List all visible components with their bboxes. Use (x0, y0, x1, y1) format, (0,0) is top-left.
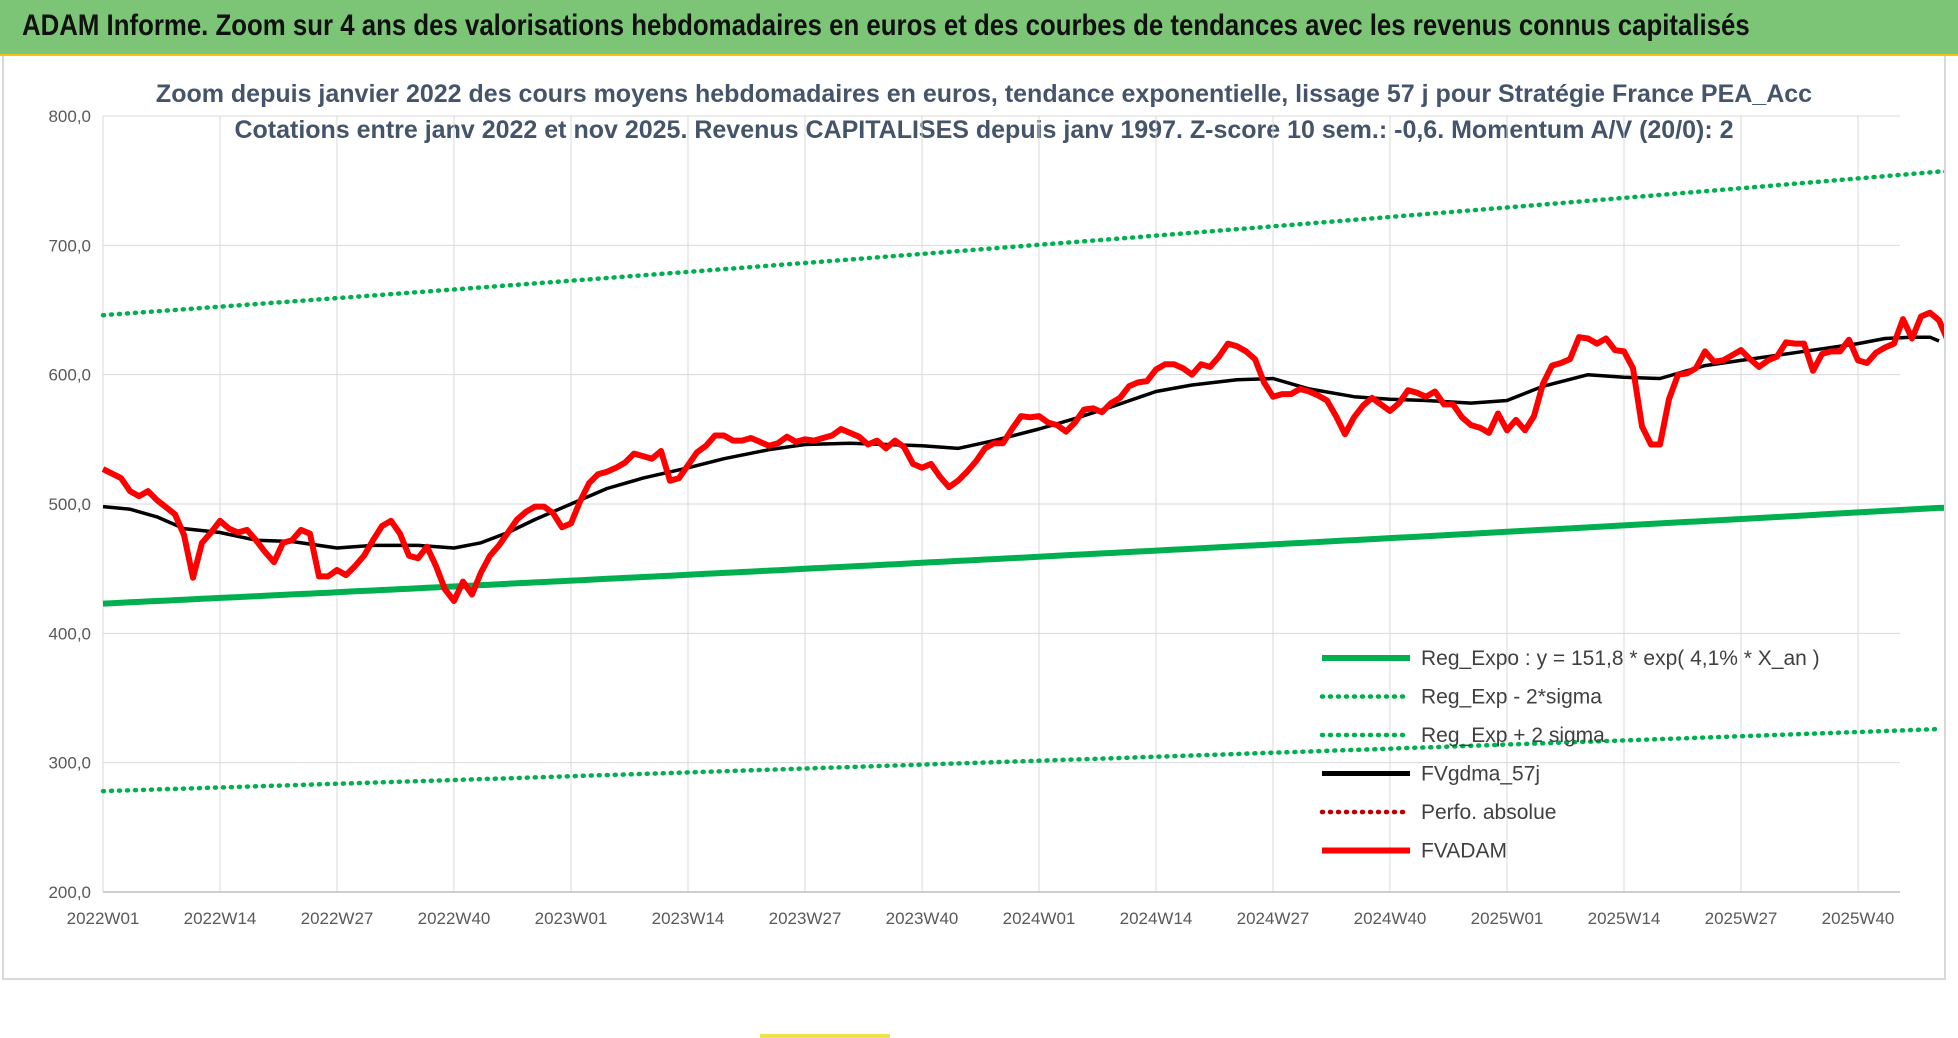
x-tick-label: 2022W27 (301, 909, 374, 928)
x-tick-label: 2025W40 (1822, 909, 1895, 928)
y-tick-label: 600,0 (48, 366, 91, 385)
x-tick-label: 2023W40 (886, 909, 959, 928)
x-tick-label: 2025W27 (1705, 909, 1778, 928)
y-tick-label: 700,0 (48, 236, 91, 255)
legend: Reg_Expo : y = 151,8 * exp( 4,1% * X_an … (1319, 647, 1820, 863)
series-reg-plus-2sigma (100, 169, 1944, 318)
line-chart: Zoom depuis janvier 2022 des cours moyen… (48, 80, 1944, 928)
bottom-accent (760, 1034, 890, 1038)
chart-title-line2: Cotations entre janv 2022 et nov 2025. R… (234, 116, 1733, 144)
y-tick-label: 800,0 (48, 107, 91, 126)
y-tick-label: 500,0 (48, 495, 91, 514)
series-reg-minus-2sigma (100, 726, 1942, 794)
legend-label-fvadam: FVADAM (1421, 840, 1507, 863)
series-fvgdma-57j (102, 335, 1940, 550)
legend-label-perf: Perfo. absolue (1421, 801, 1556, 824)
x-tick-label: 2022W40 (418, 909, 491, 928)
chart-frame: Zoom depuis janvier 2022 des cours moyen… (2, 56, 1946, 1038)
series-fvadam (101, 309, 1944, 604)
chart-title-line1: Zoom depuis janvier 2022 des cours moyen… (156, 80, 1812, 108)
x-tick-label: 2024W27 (1237, 909, 1310, 928)
x-tick-label: 2023W14 (652, 909, 725, 928)
series-reg-expo (102, 504, 1944, 607)
x-tick-label: 2023W27 (769, 909, 842, 928)
report-banner: ADAM Informe. Zoom sur 4 ans des valoris… (0, 0, 1958, 56)
x-tick-label: 2025W14 (1588, 909, 1661, 928)
gridlines (102, 115, 1900, 893)
x-tick-label: 2024W14 (1120, 909, 1193, 928)
x-tick-label: 2024W01 (1003, 909, 1076, 928)
x-tick-label: 2022W01 (67, 909, 140, 928)
legend-label-mma: FVgdma_57j (1421, 763, 1540, 786)
y-tick-label: 200,0 (48, 883, 91, 902)
legend-label-reg: Reg_Expo : y = 151,8 * exp( 4,1% * X_an … (1421, 647, 1820, 670)
series (100, 169, 1944, 794)
x-tick-label: 2022W14 (184, 909, 257, 928)
x-tick-label: 2024W40 (1354, 909, 1427, 928)
legend-label-high: Reg_Exp + 2 sigma (1421, 724, 1605, 747)
y-tick-label: 400,0 (48, 624, 91, 643)
report-title: ADAM Informe. Zoom sur 4 ans des valoris… (22, 9, 1750, 42)
legend-label-low: Reg_Exp - 2*sigma (1421, 686, 1602, 709)
axes: 200,0 300,0 400,0 500,0 600,0 700,0 800,0 2022W… (48, 107, 1900, 928)
x-tick-label: 2023W01 (535, 909, 608, 928)
x-tick-label: 2025W01 (1471, 909, 1544, 928)
y-tick-label: 300,0 (48, 754, 91, 773)
